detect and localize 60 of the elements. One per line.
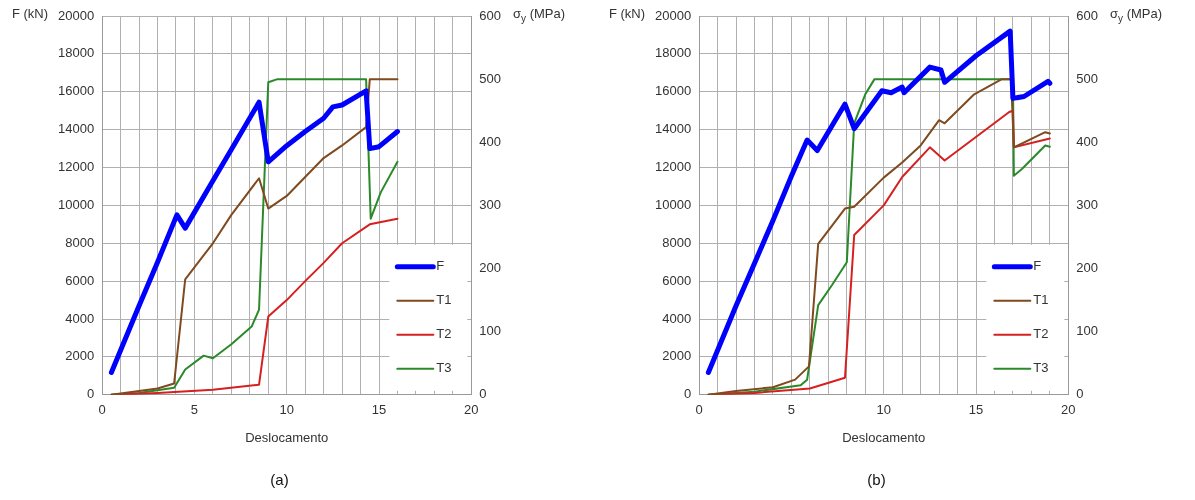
y-tick-label: 6000 bbox=[662, 272, 692, 288]
y-tick-label: 20000 bbox=[654, 7, 692, 23]
x-axis-title: Deslocamento bbox=[842, 429, 926, 445]
text: (b) bbox=[867, 471, 886, 489]
y-tick-label: 14000 bbox=[57, 121, 95, 137]
y-tick-label: 8000 bbox=[662, 234, 692, 250]
y-tick-label: 16000 bbox=[57, 83, 95, 99]
y-tick-label: 2000 bbox=[65, 348, 95, 364]
y2-tick-label: 100 bbox=[479, 323, 502, 339]
x-tick-label: 10 bbox=[876, 402, 891, 418]
x-tick-label: 10 bbox=[279, 402, 294, 418]
x-tick-label: 15 bbox=[371, 402, 387, 418]
y-tick-label: 12000 bbox=[57, 159, 95, 175]
x-tick-label: 20 bbox=[464, 402, 479, 418]
legend-label: T2 bbox=[436, 326, 452, 342]
x-tick-label: 5 bbox=[787, 402, 796, 418]
legend-label: T2 bbox=[1033, 326, 1049, 342]
y2-tick-label: 600 bbox=[1076, 7, 1099, 23]
y2-tick-label: 300 bbox=[479, 196, 502, 212]
y-tick-label: 0 bbox=[86, 386, 95, 402]
y-tick-label: 10000 bbox=[57, 196, 95, 212]
x-tick-label: 15 bbox=[968, 402, 984, 418]
y2-tick-label: 500 bbox=[1076, 70, 1099, 86]
y2-tick-label: 400 bbox=[479, 133, 502, 149]
legend-label: T3 bbox=[436, 360, 452, 376]
y2-tick-label: 300 bbox=[1076, 196, 1099, 212]
y2-tick-label: 100 bbox=[1076, 323, 1099, 339]
y2-tick-label: 500 bbox=[479, 70, 502, 86]
y2-tick-label: 200 bbox=[1076, 260, 1099, 276]
legend-label: F bbox=[1033, 258, 1042, 274]
text: (a) bbox=[270, 471, 289, 489]
y2-tick-label: 0 bbox=[479, 386, 487, 402]
y-tick-label: 8000 bbox=[65, 234, 95, 250]
y-tick-label: 2000 bbox=[662, 348, 692, 364]
x-tick-label: 5 bbox=[190, 402, 199, 418]
x-tick-label: 0 bbox=[98, 402, 106, 418]
y-tick-label: 18000 bbox=[57, 45, 95, 61]
legend-label: F bbox=[436, 258, 445, 274]
y-tick-label: 0 bbox=[683, 386, 692, 402]
y2-tick-label: 0 bbox=[1076, 386, 1084, 402]
y-tick-label: 20000 bbox=[57, 7, 95, 23]
y2-tick-label: 400 bbox=[1076, 133, 1099, 149]
y-tick-label: 12000 bbox=[654, 159, 692, 175]
y-tick-label: 4000 bbox=[65, 310, 95, 326]
y2-tick-label: 600 bbox=[479, 7, 502, 23]
x-tick-label: 0 bbox=[695, 402, 703, 418]
y-tick-label: 4000 bbox=[662, 310, 692, 326]
x-tick-label: 20 bbox=[1061, 402, 1076, 418]
y2-tick-label: 200 bbox=[479, 260, 502, 276]
y-tick-label: 10000 bbox=[654, 196, 692, 212]
y-tick-label: 16000 bbox=[654, 83, 692, 99]
legend-label: T1 bbox=[1033, 292, 1049, 308]
y-tick-label: 6000 bbox=[65, 272, 95, 288]
y-tick-label: 18000 bbox=[654, 45, 692, 61]
y-tick-label: 14000 bbox=[654, 121, 692, 137]
y-axis-title: F (kN) bbox=[11, 5, 49, 21]
y-axis-title: F (kN) bbox=[608, 5, 646, 21]
legend-label: T1 bbox=[436, 292, 452, 308]
x-axis-title: Deslocamento bbox=[245, 429, 329, 445]
legend-label: T3 bbox=[1033, 360, 1049, 376]
